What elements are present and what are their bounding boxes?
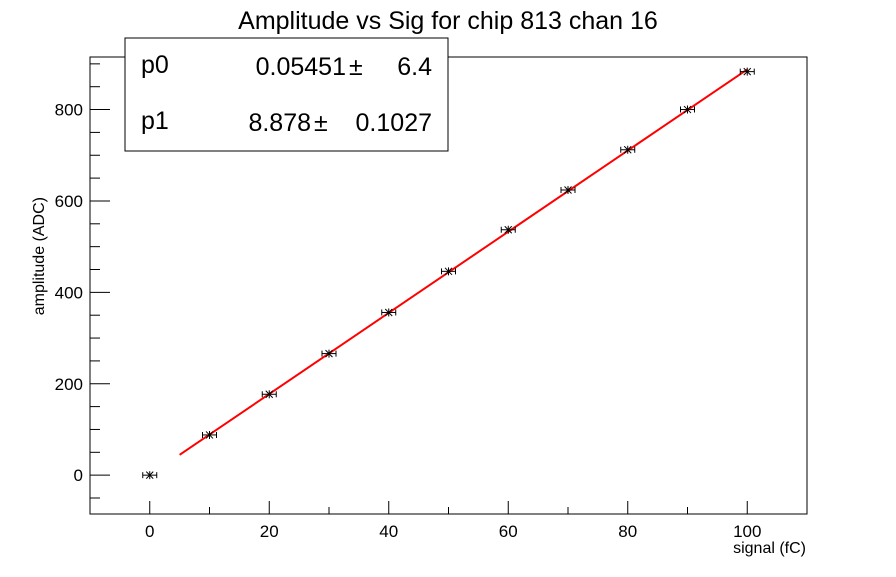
x-tick-label: 80: [618, 522, 637, 541]
data-point-star-d2: [205, 431, 214, 439]
data-point: [441, 267, 456, 276]
data-point-star-d2: [623, 145, 632, 154]
data-point: [142, 471, 158, 480]
data-point: [560, 185, 576, 194]
p0-label: p0: [141, 51, 169, 79]
p0-error: 6.4: [397, 53, 432, 81]
p1-label: p1: [141, 107, 169, 135]
y-tick-label: 200: [55, 375, 83, 394]
data-point: [321, 349, 337, 358]
x-tick-label: 0: [145, 522, 154, 541]
fit-stats-box-frame: [124, 37, 449, 152]
data-point: [500, 225, 516, 234]
data-point: [620, 145, 636, 154]
y-tick-label: 0: [74, 466, 83, 485]
data-point: [381, 308, 397, 317]
fit-line: [179, 68, 748, 456]
data-point-star-d2: [564, 186, 572, 194]
points-layer: [142, 67, 755, 480]
data-point-star-d2: [504, 225, 513, 234]
x-tick-label: 40: [379, 522, 398, 541]
data-point: [261, 390, 277, 399]
data-point-star-d2: [265, 390, 274, 399]
p1-error: 0.1027: [356, 109, 432, 137]
x-tick-label: 20: [260, 522, 279, 541]
data-point-star-d2: [325, 349, 333, 358]
fit-stats-box: p0 0.05451 ± 6.4 p1 8.878 ± 0.1027: [124, 37, 449, 152]
chart-title: Amplitude vs Sig for chip 813 chan 16: [238, 7, 658, 35]
data-point: [680, 105, 695, 114]
data-point: [739, 67, 755, 76]
p0-plus-minus: ±: [349, 53, 363, 81]
y-tick-label: 400: [55, 283, 83, 302]
axes-layer: 0 20 40 60 80 100 0 200 400 600 800: [55, 63, 808, 541]
p1-plus-minus: ±: [314, 109, 328, 137]
data-point-star-d2: [683, 105, 692, 114]
x-tick-label: 100: [733, 522, 761, 541]
data-point-star-d2: [384, 308, 393, 317]
y-tick-label: 800: [55, 101, 83, 120]
y-axis-label: amplitude (ADC): [31, 197, 48, 315]
data-point-star-d2: [743, 67, 752, 76]
x-tick-label: 60: [499, 522, 518, 541]
p0-value: 0.05451: [256, 53, 346, 81]
data-point: [202, 430, 217, 439]
fit-layer: [179, 68, 748, 456]
x-axis-label: signal (fC): [733, 540, 806, 557]
p1-value: 8.878: [248, 109, 311, 137]
y-tick-label: 600: [55, 192, 83, 211]
data-point-star-d2: [444, 267, 453, 276]
data-point-star-d2: [145, 471, 154, 480]
